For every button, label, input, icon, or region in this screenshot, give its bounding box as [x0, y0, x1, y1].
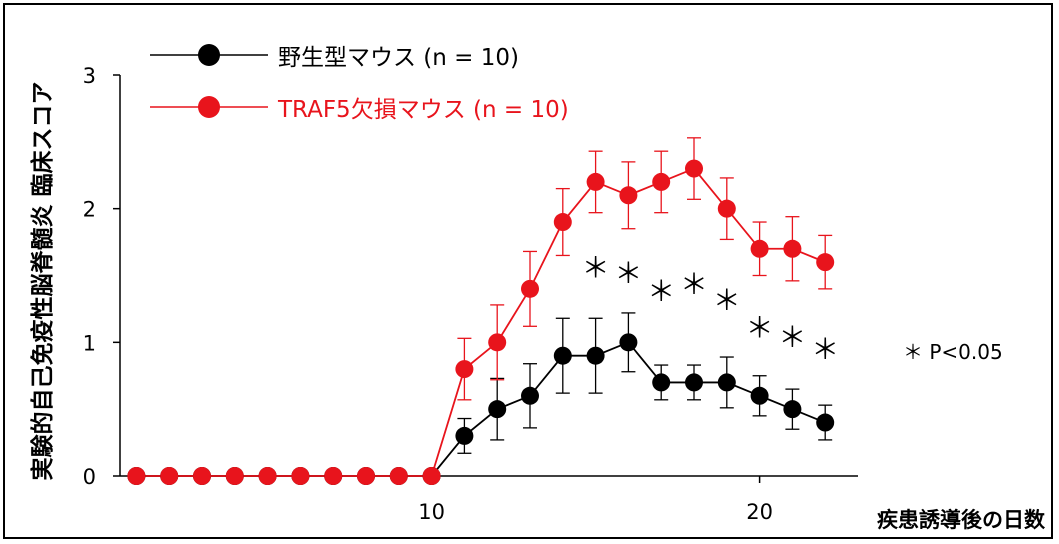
data-point-wildtype: [455, 426, 474, 445]
chart-frame: [3, 3, 1053, 539]
significance-note: ＊ P<0.05: [903, 340, 1003, 364]
data-point-wildtype: [717, 373, 736, 392]
significance-asterisk: ＊: [713, 284, 741, 317]
data-point-wildtype: [783, 400, 802, 419]
data-point-traf5: [685, 159, 703, 178]
data-point-traf5: [521, 279, 539, 298]
data-point-traf5: [193, 467, 211, 485]
legend-item-traf5-knockout: TRAF5欠損マウス (n = 10): [150, 96, 569, 123]
legend-item-wildtype: 野生型マウス (n = 10): [150, 44, 519, 71]
data-point-traf5: [258, 467, 277, 485]
legend-marker-traf5: [198, 96, 220, 118]
x-axis-label: 疾患誘導後の日数: [877, 508, 1046, 532]
data-point-wildtype: [553, 346, 572, 365]
data-point-wildtype: [521, 386, 539, 405]
legend-label-wildtype: 野生型マウス (n = 10): [278, 45, 519, 71]
data-point-wildtype: [750, 386, 769, 405]
data-point-traf5: [619, 186, 638, 205]
data-point-wildtype: [488, 400, 507, 419]
data-point-traf5: [783, 239, 802, 258]
x-tick-label: 10: [418, 500, 445, 524]
legend: 野生型マウス (n = 10) TRAF5欠損マウス (n = 10): [150, 44, 569, 123]
data-point-traf5: [488, 333, 507, 352]
data-point-traf5: [389, 467, 408, 485]
data-point-wildtype: [652, 373, 671, 392]
legend-marker-wildtype: [198, 44, 220, 66]
data-point-traf5: [357, 467, 375, 485]
data-point-traf5: [291, 467, 310, 485]
significance-asterisk: ＊: [746, 312, 774, 345]
series-line-wildtype: [136, 341, 826, 477]
series-line-traf5: [136, 167, 826, 477]
data-point-traf5: [717, 199, 736, 218]
legend-label-traf5: TRAF5欠損マウス (n = 10): [277, 97, 569, 123]
data-point-traf5: [422, 467, 441, 485]
data-point-traf5: [324, 467, 343, 485]
significance-asterisk: ＊: [778, 321, 806, 354]
y-tick-label: 0: [83, 465, 96, 489]
data-point-wildtype: [685, 373, 703, 392]
y-tick-label: 1: [83, 331, 96, 355]
data-point-traf5: [160, 467, 179, 485]
data-point-traf5: [455, 360, 474, 379]
data-point-wildtype: [586, 346, 605, 365]
significance-asterisk: ＊: [614, 257, 642, 290]
y-tick-label: 3: [83, 64, 96, 88]
significance-asterisk: ＊: [647, 275, 675, 308]
data-point-traf5: [127, 467, 146, 485]
data-point-traf5: [816, 253, 835, 272]
data-point-wildtype: [816, 413, 835, 432]
significance-asterisk: ＊: [811, 333, 839, 366]
x-tick-label: 20: [746, 500, 773, 524]
data-point-traf5: [225, 467, 244, 485]
data-point-wildtype: [619, 333, 638, 352]
data-point-traf5: [750, 239, 769, 258]
y-axis-label: 実験的自己免疫性脳脊髄炎 臨床スコア: [29, 81, 56, 480]
data-point-traf5: [586, 172, 605, 191]
significance-asterisk: ＊: [680, 268, 708, 301]
y-tick-label: 2: [83, 198, 96, 222]
data-point-traf5: [652, 172, 671, 191]
significance-asterisk: ＊: [582, 251, 610, 284]
data-point-traf5: [553, 213, 572, 232]
